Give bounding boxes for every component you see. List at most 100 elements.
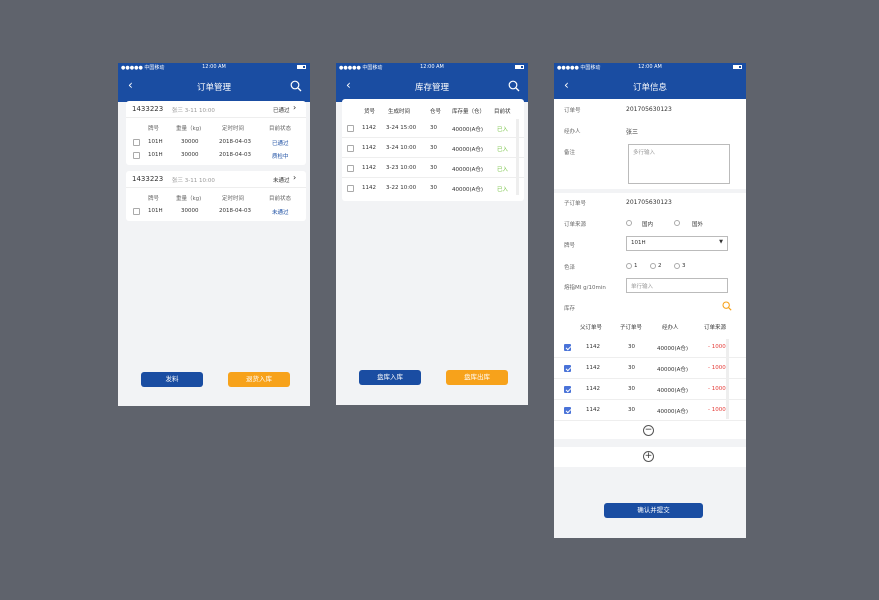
cell-time: 3-23 10:00 (386, 165, 417, 171)
cell-parent: 1142 (586, 365, 600, 371)
cell-state: 已通过 (272, 141, 289, 147)
cell-state: 已入 (497, 187, 509, 193)
cell-grade: 101H (148, 152, 163, 158)
confirm-submit-button[interactable]: 确认并提交 (604, 503, 703, 518)
nav-bar: ‹ 订单管理 (118, 72, 310, 102)
cell-weight: 30000 (181, 139, 199, 145)
remark-textarea[interactable]: 多行输入 (628, 144, 730, 184)
color-opt: 3 (682, 263, 686, 269)
cell-qty: 40000(A仓) (452, 127, 484, 133)
dispatch-button[interactable]: 发料 (141, 372, 203, 387)
cell-handler: 40000(A仓) (657, 388, 689, 394)
col-header: 目前状态 (269, 126, 292, 132)
row-checkbox[interactable] (347, 145, 354, 152)
cell-code: 1142 (362, 125, 376, 131)
col-header: 牌号 (148, 196, 160, 202)
cell-time: 3-22 10:00 (386, 185, 417, 191)
cell-warehouse: 30 (430, 145, 437, 151)
scrollbar[interactable] (516, 119, 519, 195)
sub-no-value: 201705630123 (626, 199, 672, 206)
col-header: 定时时间 (222, 126, 245, 132)
stock-in-button[interactable]: 盘库入库 (359, 370, 421, 385)
order-no-value: 201705630123 (626, 106, 672, 113)
source-radio-domestic[interactable] (626, 220, 632, 226)
order-card[interactable]: 1433223 张三 3-11 10:00 已通过 › 牌号 重量（kg) 定时… (126, 101, 306, 165)
cell-state: 已入 (497, 127, 509, 133)
source-radio-foreign[interactable] (674, 220, 680, 226)
cell-grade: 101H (148, 139, 163, 145)
row-checkbox[interactable] (133, 208, 140, 215)
col-header: 生成时间 (388, 109, 411, 115)
back-icon[interactable]: ‹ (346, 78, 351, 92)
clock: 12:00 AM (638, 64, 662, 70)
search-icon[interactable] (290, 80, 302, 92)
row-checkbox[interactable] (133, 139, 140, 146)
row-checkbox[interactable] (564, 386, 571, 393)
row-checkbox[interactable] (347, 125, 354, 132)
color-radio-1[interactable] (626, 263, 632, 269)
stock-out-button[interactable]: 盘库出库 (446, 370, 508, 385)
sub-no-label: 子订单号 (564, 201, 587, 207)
cell-parent: 1142 (586, 344, 600, 350)
return-stock-button[interactable]: 退货入库 (228, 372, 290, 387)
row-checkbox[interactable] (564, 365, 571, 372)
source-opt-domestic: 国内 (642, 222, 654, 228)
carrier-label: ●●●●● 中国移动 (557, 65, 601, 71)
order-card[interactable]: 1433223 张三 3-11 10:00 未通过 › 牌号 重量（kg) 定时… (126, 171, 306, 221)
cell-date: 2018-04-03 (219, 139, 251, 145)
row-checkbox[interactable] (347, 165, 354, 172)
cell-qty: 40000(A仓) (452, 167, 484, 173)
clock: 12:00 AM (420, 64, 444, 70)
row-checkbox[interactable] (133, 152, 140, 159)
battery-icon (733, 65, 742, 69)
row-checkbox[interactable] (564, 407, 571, 414)
cell-time: 3-24 10:00 (386, 145, 417, 151)
col-header: 父订单号 (580, 325, 603, 331)
cell-amount: - 1000 (708, 386, 726, 392)
color-label: 色泽 (564, 265, 576, 271)
grade-select[interactable]: 101H ▼ (626, 236, 728, 251)
col-header: 仓号 (430, 109, 442, 115)
melt-input[interactable]: 单行输入 (626, 278, 728, 293)
status-bar: ●●●●● 中国移动 12:00 AM (118, 63, 310, 72)
scrollbar[interactable] (726, 339, 729, 419)
cell-handler: 40000(A仓) (657, 346, 689, 352)
back-icon[interactable]: ‹ (128, 78, 133, 92)
page-title: 库存管理 (414, 83, 449, 93)
color-radio-2[interactable] (650, 263, 656, 269)
row-checkbox[interactable] (564, 344, 571, 351)
cell-state: 质检中 (272, 154, 289, 160)
search-icon[interactable] (722, 301, 732, 311)
carrier-label: ●●●●● 中国移动 (121, 65, 165, 71)
color-opt: 1 (634, 263, 638, 269)
color-radio-3[interactable] (674, 263, 680, 269)
order-status: 已通过 (273, 108, 290, 114)
cell-code: 1142 (362, 145, 376, 151)
cell-code: 1142 (362, 185, 376, 191)
cell-child: 30 (628, 344, 635, 350)
remark-label: 备注 (564, 150, 576, 156)
chevron-right-icon[interactable]: › (293, 173, 297, 182)
col-header: 子订单号 (620, 325, 643, 331)
chevron-right-icon[interactable]: › (293, 103, 297, 112)
add-icon[interactable]: + (643, 451, 654, 462)
source-label: 订单来源 (564, 222, 587, 228)
order-info-card: 订单号 201705630123 经办人 张三 备注 多行输入 (554, 99, 746, 189)
order-id: 1433223 (132, 105, 164, 113)
caret-down-icon: ▼ (719, 239, 723, 245)
add-row-bar[interactable]: + (554, 447, 746, 467)
col-header: 目前状 (494, 109, 511, 115)
order-no-label: 订单号 (564, 108, 581, 114)
cell-amount: - 1000 (708, 344, 726, 350)
cell-amount: - 1000 (708, 407, 726, 413)
row-checkbox[interactable] (347, 185, 354, 192)
col-header: 货号 (364, 109, 376, 115)
order-status: 未通过 (273, 178, 290, 184)
inventory-table: 货号 生成时间 仓号 库存量（仓） 目前状 1142 3-24 15:00 30… (342, 99, 524, 201)
search-icon[interactable] (508, 80, 520, 92)
cell-warehouse: 30 (430, 185, 437, 191)
handler-value: 张三 (626, 129, 639, 136)
back-icon[interactable]: ‹ (564, 78, 569, 92)
cell-date: 2018-04-03 (219, 152, 251, 158)
remove-icon[interactable]: − (643, 425, 654, 436)
